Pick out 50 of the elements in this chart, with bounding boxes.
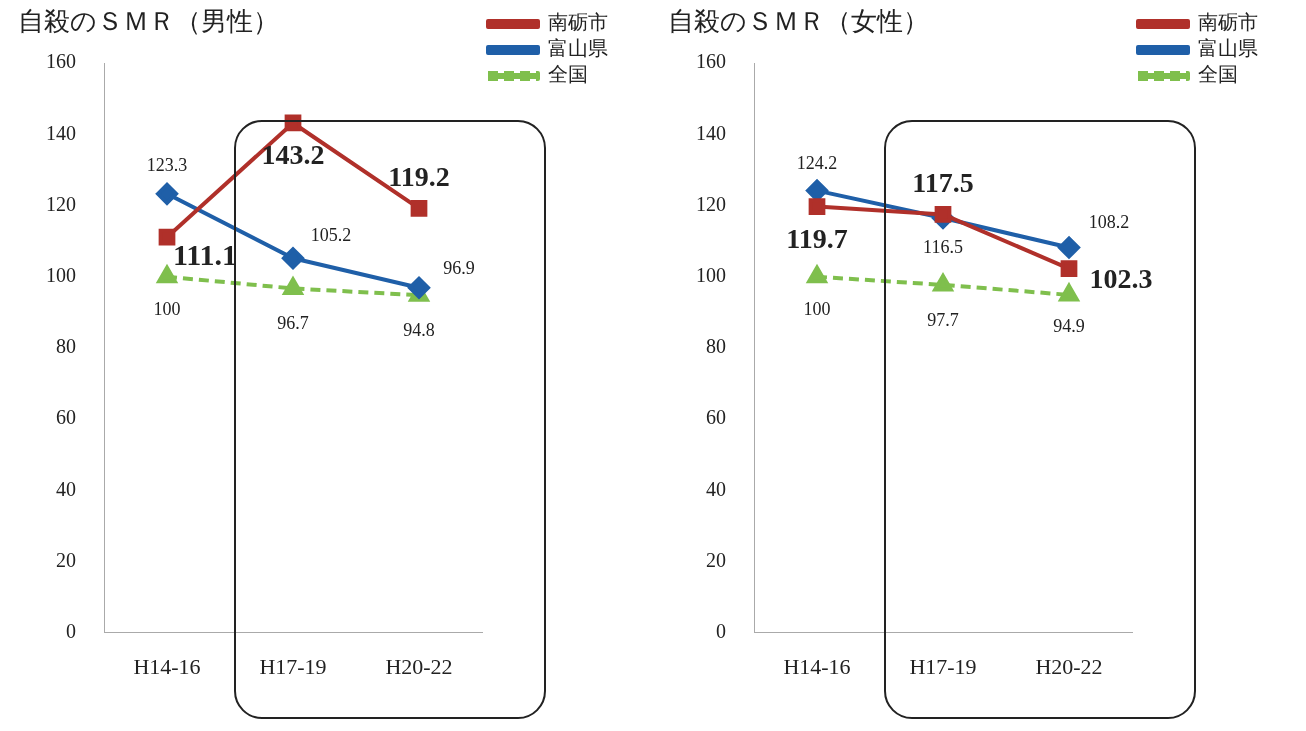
y-tick-label: 80: [706, 335, 726, 358]
data-label: 119.2: [388, 160, 450, 192]
data-label: 96.9: [443, 258, 475, 279]
data-label: 96.7: [277, 313, 309, 334]
y-tick-label: 0: [66, 619, 76, 642]
data-label: 94.9: [1053, 315, 1085, 336]
data-label: 116.5: [923, 236, 963, 257]
y-tick-label: 0: [716, 619, 726, 642]
y-tick-label: 20: [56, 548, 76, 571]
y-tick-label: 120: [46, 192, 76, 215]
y-tick-label: 160: [696, 50, 726, 73]
x-tick-label: H20-22: [385, 653, 453, 679]
data-label: 102.3: [1089, 262, 1153, 294]
data-label: 108.2: [1088, 212, 1130, 233]
y-tick-label: 20: [706, 548, 726, 571]
data-label: 143.2: [261, 139, 325, 171]
data-label: 117.5: [912, 166, 974, 198]
legend-label: 全国: [1198, 63, 1238, 86]
y-tick-label: 120: [696, 192, 726, 215]
y-tick-label: 140: [46, 121, 76, 144]
x-tick-label: H20-22: [1035, 653, 1103, 679]
legend-label: 富山県: [1198, 37, 1258, 60]
data-label: 100: [803, 299, 831, 320]
x-tick-label: H14-16: [783, 653, 851, 679]
data-label: 123.3: [146, 154, 188, 175]
legend-label: 南砺市: [548, 11, 608, 34]
y-tick-label: 60: [56, 406, 76, 429]
data-label: 94.8: [403, 319, 435, 340]
data-label: 105.2: [310, 224, 352, 245]
data-label: 124.2: [796, 153, 838, 174]
y-tick-label: 40: [706, 477, 726, 500]
y-tick-label: 100: [696, 263, 726, 286]
legend-label: 富山県: [548, 37, 608, 60]
data-label: 97.7: [927, 309, 959, 330]
data-label: 119.7: [786, 222, 848, 254]
legend-label: 全国: [548, 63, 588, 86]
x-tick-label: H14-16: [133, 653, 201, 679]
y-tick-label: 80: [56, 335, 76, 358]
data-label: 111.1: [172, 237, 238, 271]
y-tick-label: 60: [706, 406, 726, 429]
y-tick-label: 40: [56, 477, 76, 500]
x-tick-label: H17-19: [909, 653, 977, 679]
chart-title: 自殺のＳＭＲ（女性）: [668, 7, 929, 37]
chart-title: 自殺のＳＭＲ（男性）: [18, 7, 279, 37]
y-tick-label: 160: [46, 50, 76, 73]
y-tick-label: 100: [46, 263, 76, 286]
data-label: 100: [153, 299, 181, 320]
x-tick-label: H17-19: [259, 653, 327, 679]
legend-label: 南砺市: [1198, 11, 1258, 34]
y-tick-label: 140: [696, 121, 726, 144]
